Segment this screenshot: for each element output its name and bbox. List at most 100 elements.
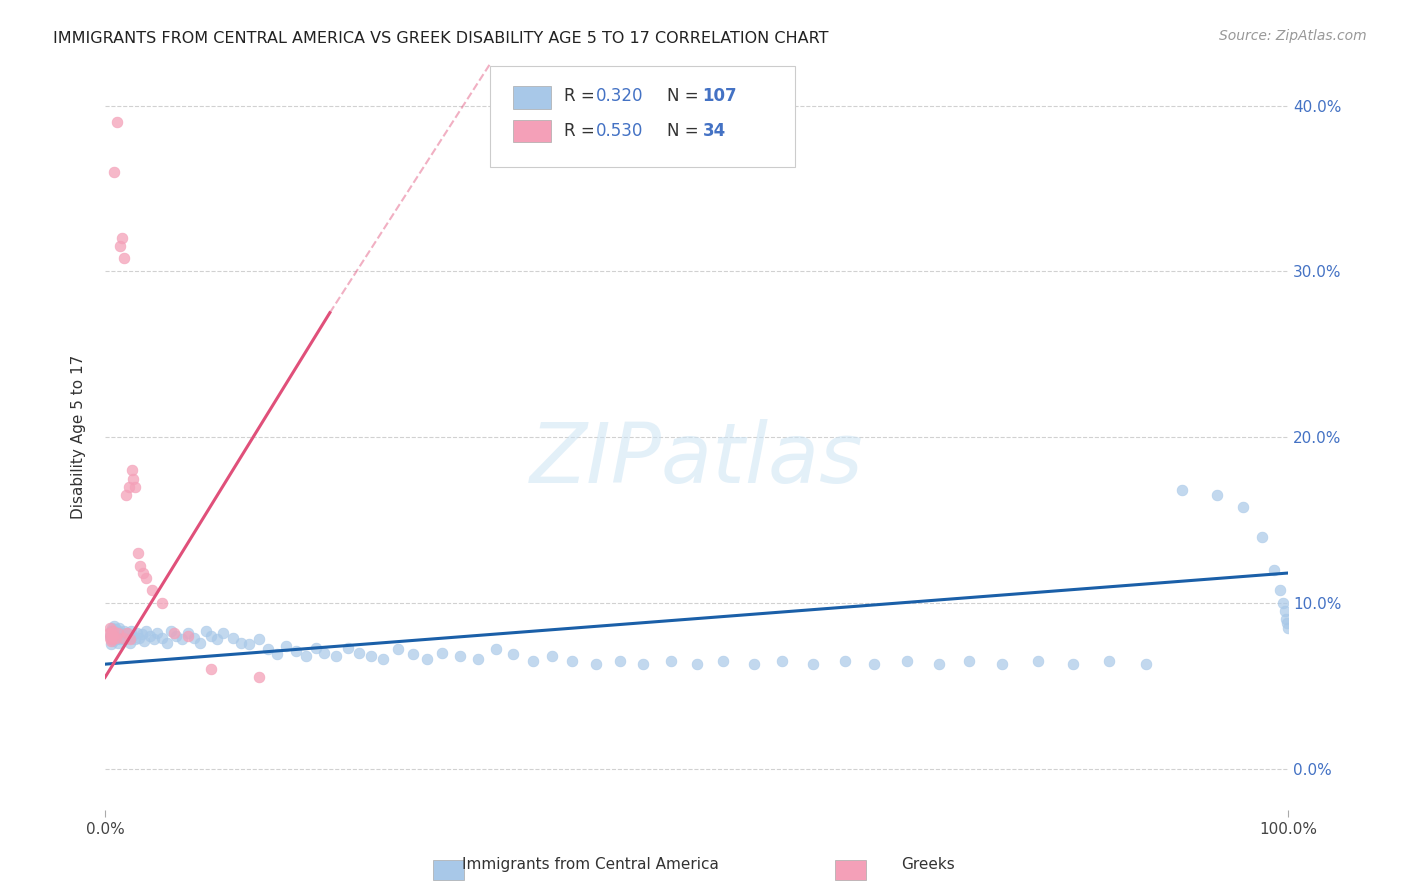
Point	[257, 642, 280, 657]
Point	[114, 632, 136, 647]
FancyBboxPatch shape	[513, 120, 551, 143]
Point	[98, 631, 121, 645]
Point	[207, 632, 229, 647]
Point	[105, 625, 128, 640]
FancyBboxPatch shape	[513, 87, 551, 109]
Point	[108, 621, 131, 635]
Point	[128, 631, 150, 645]
Point	[659, 654, 682, 668]
Point	[1232, 500, 1254, 514]
Point	[1251, 529, 1274, 543]
Text: 0.320: 0.320	[596, 87, 644, 105]
Point	[522, 654, 544, 668]
Point	[247, 632, 270, 647]
Point	[100, 634, 122, 648]
Point	[229, 635, 252, 649]
Point	[200, 662, 222, 676]
Point	[194, 624, 217, 638]
Point	[165, 629, 187, 643]
Point	[97, 625, 120, 640]
Point	[98, 621, 121, 635]
Point	[142, 632, 165, 647]
Point	[121, 463, 143, 477]
Point	[120, 624, 142, 638]
Point	[104, 623, 127, 637]
Point	[115, 629, 138, 643]
Point	[801, 657, 824, 672]
Point	[112, 251, 135, 265]
Text: N =: N =	[666, 87, 704, 105]
Point	[1277, 615, 1299, 630]
Point	[121, 629, 143, 643]
Point	[585, 657, 607, 672]
Point	[1135, 657, 1157, 672]
Point	[118, 631, 141, 645]
Point	[112, 624, 135, 638]
Point	[108, 629, 131, 643]
Point	[132, 566, 155, 580]
Point	[129, 559, 152, 574]
Point	[1268, 582, 1291, 597]
FancyBboxPatch shape	[489, 66, 794, 167]
Point	[162, 625, 184, 640]
Point	[118, 635, 141, 649]
Point	[101, 621, 124, 635]
Point	[212, 625, 235, 640]
Point	[1171, 483, 1194, 497]
Point	[132, 634, 155, 648]
Point	[104, 631, 127, 645]
Point	[103, 619, 125, 633]
Point	[502, 647, 524, 661]
Point	[387, 642, 409, 657]
Point	[991, 657, 1014, 672]
Point	[101, 629, 124, 643]
Point	[141, 582, 163, 597]
Text: Source: ZipAtlas.com: Source: ZipAtlas.com	[1219, 29, 1367, 43]
Point	[101, 631, 124, 645]
Point	[155, 635, 177, 649]
Point	[1062, 657, 1084, 672]
Point	[928, 657, 950, 672]
Point	[742, 657, 765, 672]
Point	[100, 637, 122, 651]
Point	[1206, 488, 1229, 502]
Point	[135, 571, 157, 585]
Point	[238, 637, 260, 651]
Point	[274, 639, 297, 653]
Point	[150, 596, 173, 610]
Point	[609, 654, 631, 668]
Point	[135, 624, 157, 638]
Point	[1263, 563, 1285, 577]
Point	[124, 480, 146, 494]
Point	[1271, 596, 1294, 610]
Point	[188, 635, 211, 649]
Text: Greeks: Greeks	[901, 857, 955, 872]
Point	[103, 625, 125, 640]
Point	[304, 640, 326, 655]
Y-axis label: Disability Age 5 to 17: Disability Age 5 to 17	[72, 355, 86, 519]
Point	[467, 652, 489, 666]
Point	[117, 625, 139, 640]
Point	[371, 652, 394, 666]
Point	[561, 654, 583, 668]
Point	[402, 647, 425, 661]
Point	[863, 657, 886, 672]
Text: ZIPatlas: ZIPatlas	[530, 419, 863, 500]
Point	[111, 627, 134, 641]
Point	[127, 546, 149, 560]
Text: 34: 34	[703, 122, 725, 140]
Point	[110, 231, 132, 245]
Point	[122, 471, 145, 485]
Point	[177, 629, 200, 643]
Point	[295, 648, 318, 663]
Point	[770, 654, 793, 668]
Point	[349, 646, 371, 660]
Text: 107: 107	[703, 87, 737, 105]
Point	[416, 652, 439, 666]
Point	[117, 625, 139, 640]
Point	[100, 624, 122, 638]
Point	[1277, 621, 1299, 635]
Point	[484, 642, 506, 657]
Point	[1274, 604, 1296, 618]
Point	[107, 625, 129, 640]
